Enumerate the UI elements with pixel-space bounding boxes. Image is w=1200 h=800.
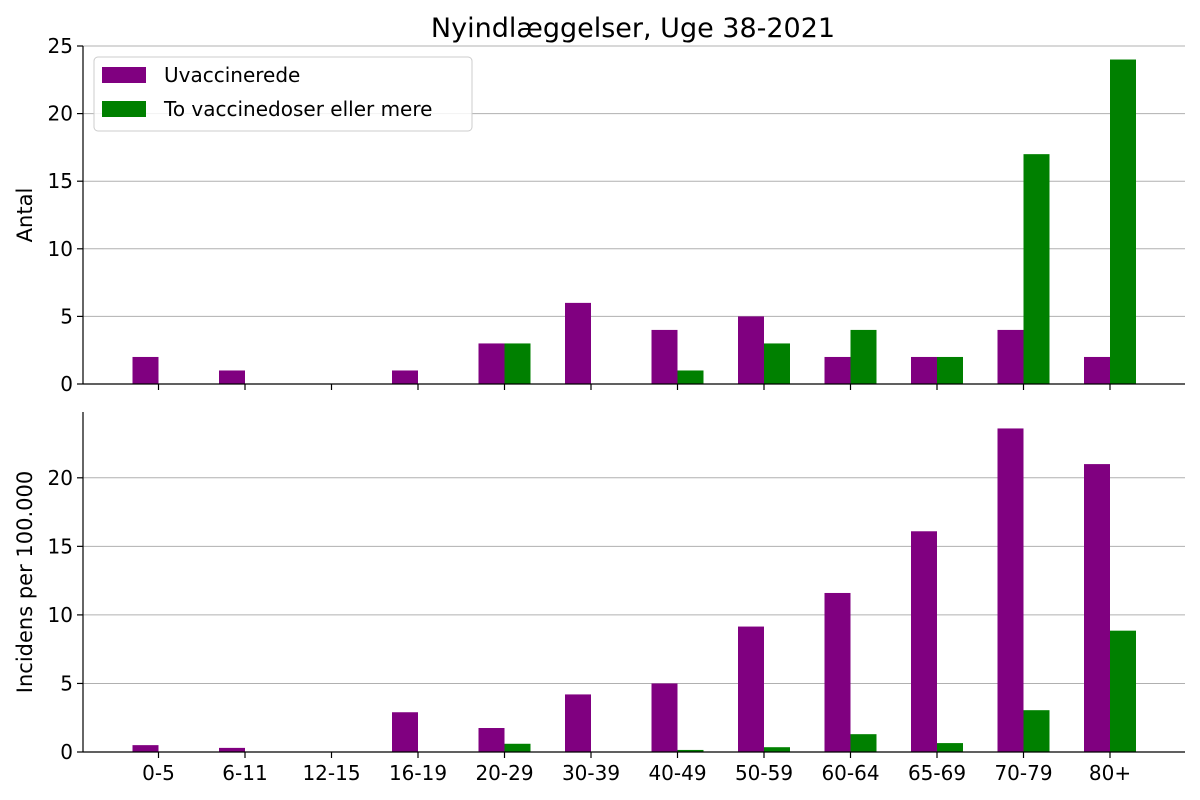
bar-uvaccinerede-0-5 xyxy=(132,745,159,752)
bar-uvaccinerede-20-29 xyxy=(478,343,505,384)
x-tick-label: 30-39 xyxy=(562,761,620,785)
bar-uvaccinerede-30-39 xyxy=(565,694,591,752)
chart-title: Nyindlæggelser, Uge 38-2021 xyxy=(431,13,835,44)
legend-label: Uvaccinerede xyxy=(164,63,300,87)
bar-uvaccinerede-65-69 xyxy=(911,531,937,752)
y-tick-label: 20 xyxy=(48,102,73,126)
bar-uvaccinerede-20-29 xyxy=(478,728,505,752)
y-axis-label: Antal xyxy=(13,188,37,243)
y-tick-label: 5 xyxy=(60,304,73,328)
y-tick-label: 20 xyxy=(48,466,73,490)
bar-uvaccinerede-6-11 xyxy=(219,370,245,384)
y-tick-label: 25 xyxy=(48,34,73,58)
bar-uvaccinerede-16-19 xyxy=(392,370,418,384)
bar-to-doser-65-69 xyxy=(937,743,963,752)
bar-to-doser-70-79 xyxy=(1023,710,1050,752)
bar-uvaccinerede-60-64 xyxy=(824,592,851,752)
legend-frame xyxy=(93,56,473,132)
x-tick-label: 40-49 xyxy=(648,761,706,785)
bar-uvaccinerede-50-59 xyxy=(738,316,764,384)
x-tick-label: 12-15 xyxy=(302,761,360,785)
bar-to-doser-20-29 xyxy=(504,743,531,752)
y-tick-label: 0 xyxy=(60,740,73,764)
bar-uvaccinerede-70-79 xyxy=(997,428,1024,752)
bar-to-doser-80+ xyxy=(1110,630,1136,752)
bar-uvaccinerede-65-69 xyxy=(911,356,937,384)
bar-uvaccinerede-50-59 xyxy=(738,626,764,752)
bar-uvaccinerede-40-49 xyxy=(651,329,678,384)
x-tick-label: 6-11 xyxy=(222,761,267,785)
bar-to-doser-70-79 xyxy=(1023,154,1050,384)
x-tick-label: 80+ xyxy=(1089,761,1131,785)
bar-to-doser-65-69 xyxy=(937,356,963,384)
y-tick-label: 0 xyxy=(60,372,73,396)
bar-to-doser-60-64 xyxy=(850,329,877,384)
bar-to-doser-50-59 xyxy=(764,343,790,384)
bar-uvaccinerede-40-49 xyxy=(651,683,678,752)
bar-uvaccinerede-30-39 xyxy=(565,302,591,384)
bar-uvaccinerede-70-79 xyxy=(997,329,1024,384)
bar-uvaccinerede-6-11 xyxy=(219,747,245,752)
bar-to-doser-50-59 xyxy=(764,747,790,752)
bar-to-doser-80+ xyxy=(1110,59,1136,385)
legend-swatch xyxy=(102,101,146,117)
bar-to-doser-60-64 xyxy=(850,734,877,752)
y-tick-label: 5 xyxy=(60,671,73,695)
bar-to-doser-40-49 xyxy=(677,370,704,384)
legend-label: To vaccinedoser eller mere xyxy=(163,97,432,121)
bar-uvaccinerede-60-64 xyxy=(824,356,851,384)
x-tick-label: 70-79 xyxy=(994,761,1052,785)
x-tick-label: 0-5 xyxy=(142,761,175,785)
x-tick-label: 50-59 xyxy=(735,761,793,785)
y-axis-label: Incidens per 100.000 xyxy=(13,471,37,693)
x-tick-label: 65-69 xyxy=(908,761,966,785)
y-tick-label: 10 xyxy=(48,237,73,261)
bar-uvaccinerede-80+ xyxy=(1084,356,1110,384)
y-tick-label: 10 xyxy=(48,603,73,627)
x-tick-label: 16-19 xyxy=(389,761,447,785)
bar-uvaccinerede-0-5 xyxy=(132,356,159,384)
y-tick-label: 15 xyxy=(48,534,73,558)
bar-to-doser-40-49 xyxy=(677,749,704,752)
top-panel-antal: 0 5 10 15 20 25 Antal xyxy=(13,34,1185,396)
legend-swatch xyxy=(102,67,146,83)
x-tick-label: 60-64 xyxy=(821,761,879,785)
legend: Uvaccinerede To vaccinedoser eller mere xyxy=(93,56,473,132)
y-tick-label: 15 xyxy=(48,169,73,193)
bar-uvaccinerede-80+ xyxy=(1084,464,1110,752)
bar-uvaccinerede-16-19 xyxy=(392,712,418,752)
bar-to-doser-20-29 xyxy=(504,343,531,384)
bottom-panel-incidens: 0 5 10 15 20 0-5 6-11 12-15 16-19 20-29 30-39 40-49… xyxy=(13,412,1185,785)
x-tick-label: 20-29 xyxy=(475,761,533,785)
